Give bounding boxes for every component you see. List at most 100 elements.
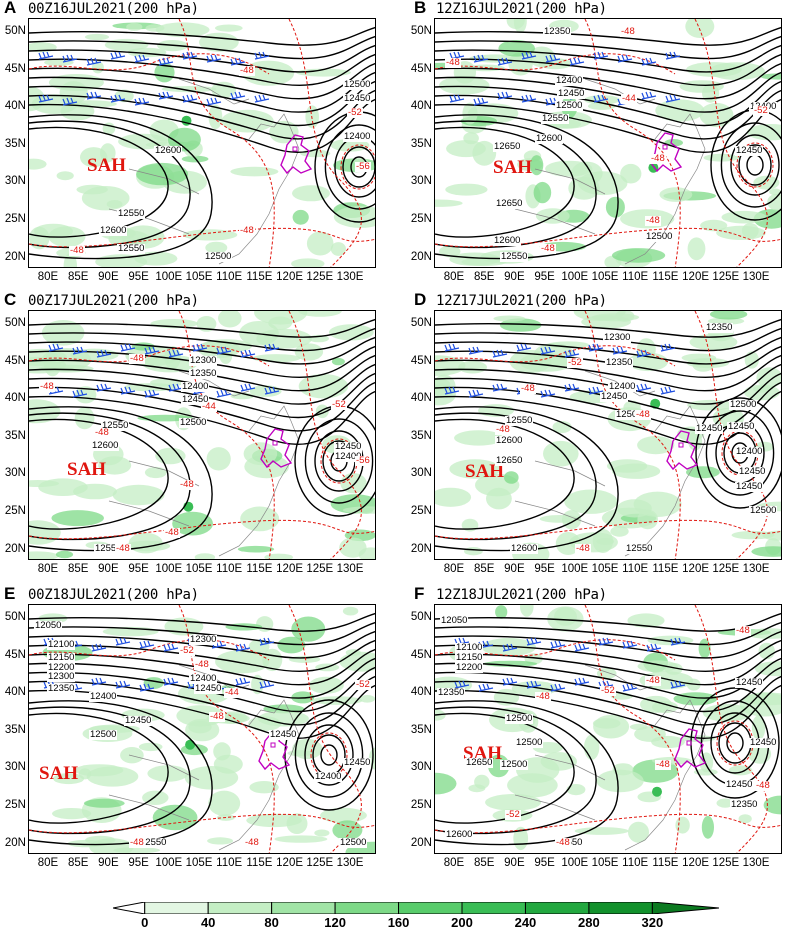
temperature-contour bbox=[288, 605, 362, 853]
temperature-contour bbox=[288, 19, 362, 267]
height-contour bbox=[29, 382, 375, 432]
wind-barb bbox=[134, 54, 150, 63]
cape-blob bbox=[221, 109, 274, 133]
wind-barb bbox=[110, 94, 126, 103]
cape-blob bbox=[673, 692, 718, 706]
height-contour bbox=[435, 676, 781, 726]
cape-blob bbox=[439, 76, 490, 95]
cape-blob bbox=[70, 348, 119, 362]
cape-blob bbox=[269, 120, 299, 144]
wind-barb bbox=[665, 94, 681, 103]
cape-blob bbox=[520, 605, 534, 617]
cape-blob bbox=[155, 22, 210, 38]
height-contour-label: 12450 bbox=[738, 466, 767, 477]
longitude-label: 100E bbox=[561, 857, 589, 869]
height-contour-label: 12550 bbox=[500, 251, 529, 262]
temperature-contour bbox=[736, 142, 774, 188]
longitude-label: 95E bbox=[128, 271, 149, 283]
longitude-label: 95E bbox=[534, 563, 555, 575]
temperature-contour-label: -48 bbox=[164, 527, 180, 538]
high-contour bbox=[435, 700, 619, 846]
wind-barb bbox=[134, 97, 150, 106]
wind-barbs bbox=[38, 51, 270, 106]
high-contour bbox=[29, 114, 213, 260]
cape-blob bbox=[154, 62, 175, 83]
wind-barb bbox=[96, 349, 112, 358]
longitude-label: 125E bbox=[306, 271, 334, 283]
wind-barb bbox=[569, 57, 585, 66]
longitude-label: 120E bbox=[682, 271, 710, 283]
longitude-label: 115E bbox=[652, 563, 679, 575]
height-contour bbox=[29, 373, 375, 419]
cape-blob bbox=[106, 200, 123, 209]
height-contour-label: 12450 bbox=[181, 394, 210, 405]
wind-barb bbox=[254, 94, 270, 103]
longitude-label: 125E bbox=[712, 857, 740, 869]
wind-barb bbox=[636, 383, 652, 392]
wind-barb bbox=[240, 349, 256, 358]
height-contour-label: 12450 bbox=[124, 715, 153, 726]
height-contour-label: 12350 bbox=[47, 683, 76, 694]
height-contour-label: 12500 bbox=[179, 417, 208, 428]
wind-barb bbox=[235, 677, 251, 686]
height-contour-label: 12550 bbox=[94, 543, 123, 554]
longitude-label: 130E bbox=[336, 563, 364, 575]
height-contour bbox=[29, 26, 375, 46]
longitude-label: 120E bbox=[682, 857, 710, 869]
wind-barb bbox=[163, 677, 179, 686]
wind-barbs bbox=[48, 343, 280, 398]
cape-blob bbox=[120, 747, 144, 764]
temperature-contour bbox=[178, 605, 275, 853]
longitude-label: 120E bbox=[276, 563, 304, 575]
cape-blob bbox=[584, 734, 600, 760]
cape-blob bbox=[574, 827, 629, 835]
temperature-contour bbox=[694, 605, 768, 853]
colorbar-tick-label: 320 bbox=[641, 915, 664, 930]
latitude-label: 35N bbox=[4, 723, 26, 736]
panel-b: B 12Z16JUL2021(200 hPa) 50N 45N 40N 35N 30N 25N… bbox=[406, 0, 782, 283]
wind-barb bbox=[182, 51, 198, 60]
longitude-label: 90E bbox=[504, 271, 525, 283]
height-contour-label: 12050 bbox=[34, 620, 63, 631]
height-contour-label: 12400 bbox=[343, 131, 372, 142]
height-contour bbox=[435, 685, 781, 740]
map-canvas bbox=[435, 605, 781, 853]
cape-blob bbox=[167, 127, 201, 152]
colorbar-segment bbox=[524, 902, 590, 914]
map-canvas bbox=[29, 19, 375, 267]
henan-province-outline bbox=[260, 428, 293, 469]
wind-barb bbox=[636, 349, 652, 358]
cape-blob bbox=[566, 784, 586, 796]
latitude-label: 35N bbox=[4, 429, 26, 442]
temperature-contour bbox=[694, 311, 768, 559]
height-contour-label: 12300 bbox=[603, 332, 632, 343]
wind-barb bbox=[259, 637, 275, 646]
wind-barb bbox=[72, 346, 88, 355]
wind-barb bbox=[564, 349, 580, 358]
height-contour-label: 12600 bbox=[445, 829, 474, 840]
height-contour-label: 12450 bbox=[727, 421, 756, 432]
temperature-contour bbox=[584, 19, 681, 267]
cape-blob bbox=[208, 104, 223, 130]
geopotential-contours bbox=[29, 26, 375, 260]
wind-barb bbox=[96, 383, 112, 392]
cape-blob bbox=[330, 242, 346, 256]
temperature-contour-label: -48 bbox=[69, 245, 85, 256]
wind-barb bbox=[158, 91, 174, 100]
cape-blob bbox=[495, 605, 508, 619]
temperature-contours bbox=[435, 19, 781, 267]
wind-barb bbox=[540, 346, 556, 355]
cape-blob bbox=[91, 61, 104, 74]
cape-blob bbox=[29, 551, 59, 559]
latitude-label: 20N bbox=[410, 542, 432, 555]
wind-barb bbox=[264, 343, 280, 352]
cape-blob bbox=[504, 471, 519, 484]
cape-blob bbox=[298, 374, 349, 399]
height-contour-label: 12150 bbox=[47, 652, 76, 663]
temperature-contour-label: -48 bbox=[239, 65, 255, 76]
low-contour bbox=[284, 699, 374, 811]
cape-blob bbox=[687, 399, 734, 411]
map-frame: SAH 12300 12350 12400 12450 12500 12550 12600 12… bbox=[28, 310, 376, 560]
height-contour-label: 12450 bbox=[343, 93, 372, 104]
wind-barb bbox=[86, 57, 102, 66]
